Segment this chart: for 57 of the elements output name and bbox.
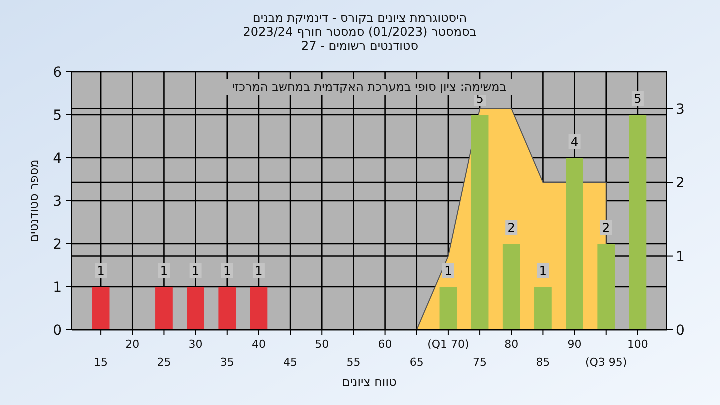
x-axis-title: טווח ציונים xyxy=(342,375,397,389)
y-tick-label: 1 xyxy=(53,280,62,296)
x-tick-label: 15 xyxy=(94,356,108,369)
x-tick-label: 55 xyxy=(346,356,361,369)
data-label: 2 xyxy=(508,221,516,235)
y2-tick-label: 1 xyxy=(676,249,685,266)
y2-tick-label: 3 xyxy=(676,102,685,118)
x-tick-label: 50 xyxy=(315,338,330,351)
x-tick-label: 20 xyxy=(126,338,140,351)
bar xyxy=(187,287,204,330)
bar xyxy=(629,115,647,330)
bar xyxy=(156,287,173,330)
bar xyxy=(598,244,616,330)
bar xyxy=(218,287,236,330)
data-label: 1 xyxy=(160,264,168,278)
y2-tick-label: 2 xyxy=(676,176,685,192)
data-label: 1 xyxy=(444,264,452,278)
chart-subtitle: בסמסטר (01/2023) סמסטר חורף 2023/24 סטודנטים רשומים - 27 xyxy=(243,25,477,53)
x-tick-label: 60 xyxy=(378,338,392,351)
bar xyxy=(502,244,520,330)
annotation: במשימה: ציון סופי במערכת האקדמית במחשב המרכזי xyxy=(232,80,507,94)
bar xyxy=(471,115,489,330)
bar xyxy=(440,287,458,330)
y2-tick-label: 0 xyxy=(676,323,685,339)
data-label: 1 xyxy=(97,264,105,278)
x-tick-label: 65 xyxy=(410,356,424,369)
data-label: 1 xyxy=(224,264,232,278)
data-label: 1 xyxy=(255,264,263,278)
y-tick-label: 3 xyxy=(53,194,62,210)
x-tick-label: 25 xyxy=(157,356,172,369)
bar xyxy=(250,287,268,330)
x-tick-label: 85 xyxy=(536,356,550,369)
y-tick-label: 6 xyxy=(53,65,62,81)
data-label: 5 xyxy=(634,92,642,106)
y-tick-label: 0 xyxy=(53,323,62,339)
data-label: 2 xyxy=(602,221,610,235)
bar xyxy=(92,287,110,330)
x-tick-label: 35 xyxy=(220,356,234,369)
data-label: 4 xyxy=(570,135,579,149)
x-tick-label: 40 xyxy=(252,338,266,351)
data-label: 1 xyxy=(539,264,548,278)
y-tick-label: 2 xyxy=(53,237,62,253)
x-tick-label: (Q3 95) xyxy=(585,356,628,369)
y-axis-title: מספר סטודנטים xyxy=(27,160,41,242)
x-tick-label: 75 xyxy=(473,356,488,369)
x-tick-label: 90 xyxy=(568,338,582,351)
x-tick-label: 80 xyxy=(504,338,519,351)
x-tick-label: 45 xyxy=(284,356,298,369)
data-label: 1 xyxy=(192,264,200,278)
x-tick-label: 100 xyxy=(627,338,648,351)
chart-title: היסטוגרמת ציונים בקורס - דינמיקת מבנים xyxy=(252,11,468,25)
bar xyxy=(566,158,584,330)
x-tick-label: 30 xyxy=(188,338,203,351)
x-tick-label: (Q1 70) xyxy=(428,338,470,351)
bar xyxy=(534,287,552,330)
y-tick-label: 5 xyxy=(53,108,62,124)
y-tick-label: 4 xyxy=(53,151,62,167)
